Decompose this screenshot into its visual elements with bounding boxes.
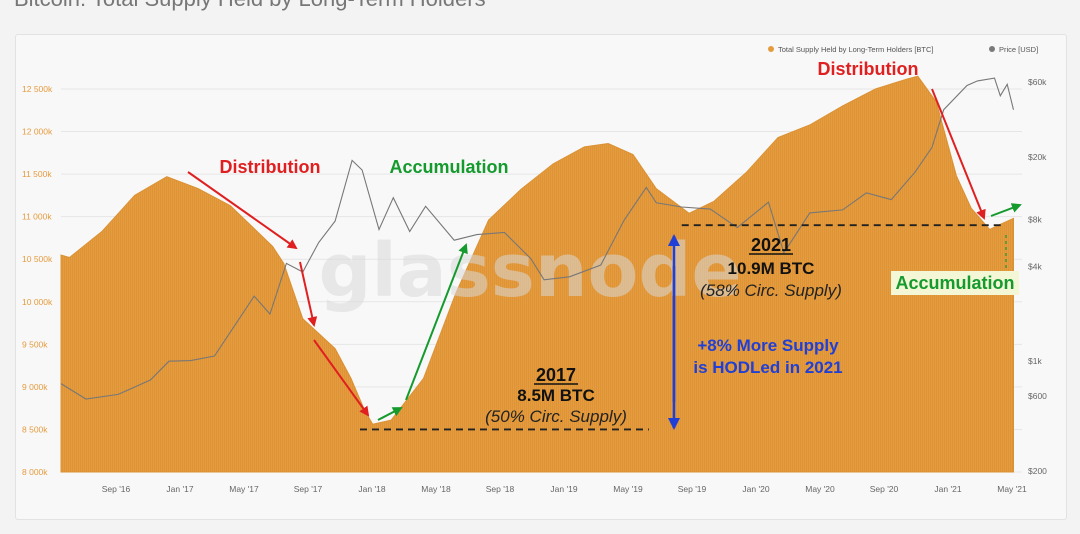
x-tick-label: Jan '17 <box>166 484 193 494</box>
x-tick-label: Sep '18 <box>486 484 515 494</box>
legend-label-supply: Total Supply Held by Long-Term Holders [… <box>778 45 933 54</box>
page-title: Bitcoin: Total Supply Held by Long-Term … <box>14 0 486 12</box>
label-2021-pct: (58% Circ. Supply) <box>700 281 842 300</box>
x-tick-label: May '18 <box>421 484 451 494</box>
y-axis-right: $200 $600 $1k $4k $8k $20k $60k <box>1028 77 1047 476</box>
x-tick-label: May '17 <box>229 484 259 494</box>
y-left-tick-label: 12 000k <box>22 127 53 137</box>
legend-swatch-price <box>989 46 995 52</box>
x-tick-label: Sep '19 <box>678 484 707 494</box>
x-tick-label: May '20 <box>805 484 835 494</box>
distribution-arrow <box>313 339 370 417</box>
label-2017-year: 2017 <box>536 365 576 385</box>
y-left-tick-label: 8 000k <box>22 467 48 477</box>
hodl-label-line2: is HODLed in 2021 <box>693 358 842 377</box>
watermark: glassnode <box>318 228 741 314</box>
y-right-tick-label: $8k <box>1028 214 1042 224</box>
accumulation-label-bg <box>891 271 1019 295</box>
annotation-texts: Distribution Accumulation Distribution A… <box>220 59 1019 426</box>
x-tick-label: Jan '20 <box>742 484 769 494</box>
level-lines <box>359 224 1006 431</box>
distribution-label: Distribution <box>220 157 321 177</box>
y-right-tick-label: $1k <box>1028 356 1042 366</box>
distribution-arrow <box>931 88 986 220</box>
accumulation-arrow <box>405 243 468 401</box>
annotation-arrows <box>187 88 1022 430</box>
x-tick-label: Sep '20 <box>870 484 899 494</box>
distribution-arrow <box>299 261 318 327</box>
label-2021-btc: 10.9M BTC <box>728 259 815 278</box>
legend-swatch-supply <box>768 46 774 52</box>
y-right-tick-label: $600 <box>1028 391 1047 401</box>
x-tick-label: Jan '21 <box>934 484 961 494</box>
legend: Total Supply Held by Long-Term Holders [… <box>768 45 1038 54</box>
y-left-tick-label: 10 000k <box>22 297 53 307</box>
y-axis-left: 8 000k 8 500k 9 000k 9 500k 10 000k 10 500k 11… <box>22 84 53 477</box>
y-left-tick-label: 12 500k <box>22 84 53 94</box>
accumulation-arrow <box>990 203 1022 217</box>
y-left-tick-label: 8 500k <box>22 424 48 434</box>
distribution-arrow <box>187 171 298 250</box>
x-tick-label: May '19 <box>613 484 643 494</box>
y-right-tick-label: $4k <box>1028 262 1042 272</box>
x-tick-label: May '21 <box>997 484 1027 494</box>
hodl-label-line1: +8% More Supply <box>697 336 839 355</box>
label-2021-year: 2021 <box>751 235 791 255</box>
y-left-tick-label: 9 500k <box>22 339 48 349</box>
distribution-label: Distribution <box>818 59 919 79</box>
x-tick-label: Jan '19 <box>550 484 577 494</box>
accumulation-arrow <box>377 407 403 421</box>
y-right-tick-label: $60k <box>1028 77 1047 87</box>
x-axis: Sep '16 Jan '17 May '17 Sep '17 Jan '18 May '… <box>102 484 1027 494</box>
x-tick-label: Sep '17 <box>294 484 323 494</box>
accumulation-label: Accumulation <box>895 273 1014 293</box>
y-right-tick-label: $200 <box>1028 466 1047 476</box>
y-left-tick-label: 11 000k <box>22 212 52 222</box>
y-left-tick-label: 10 500k <box>22 254 53 264</box>
legend-label-price: Price [USD] <box>999 45 1038 54</box>
y-right-tick-label: $20k <box>1028 152 1047 162</box>
x-tick-label: Jan '18 <box>358 484 385 494</box>
y-left-tick-label: 11 500k <box>22 169 52 179</box>
price-line <box>60 77 1015 400</box>
label-2017-pct: (50% Circ. Supply) <box>485 407 627 426</box>
accumulation-label: Accumulation <box>389 157 508 177</box>
y-left-tick-label: 9 000k <box>22 382 48 392</box>
label-2017-btc: 8.5M BTC <box>517 386 594 405</box>
x-tick-label: Sep '16 <box>102 484 131 494</box>
